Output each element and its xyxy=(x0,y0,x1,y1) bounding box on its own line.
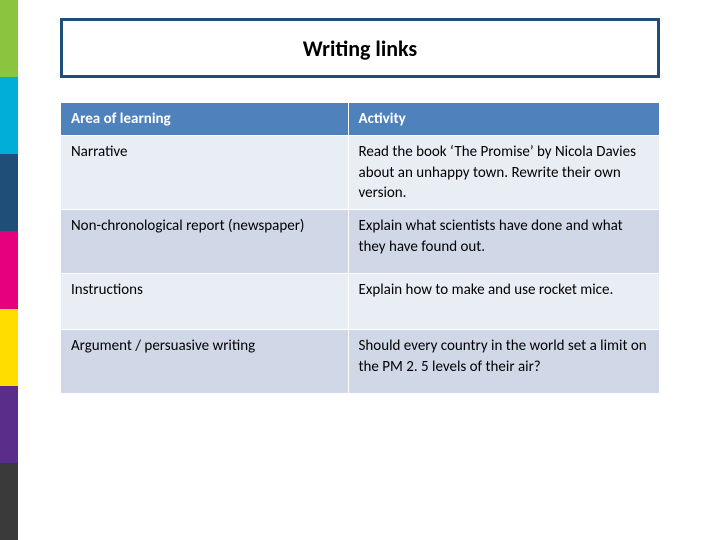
sidebar-block xyxy=(0,386,18,463)
sidebar-block xyxy=(0,77,18,154)
table-row: Instructions Explain how to make and use… xyxy=(61,274,660,330)
writing-links-table: Area of learning Activity Narrative Read… xyxy=(60,102,660,394)
table-header-row: Area of learning Activity xyxy=(61,103,660,136)
page-title: Writing links xyxy=(303,35,417,62)
cell-area: Non-chronological report (newspaper) xyxy=(61,210,349,274)
sidebar-block xyxy=(0,463,18,540)
cell-activity: Should every country in the world set a … xyxy=(348,330,659,394)
col-header-area: Area of learning xyxy=(61,103,349,136)
sidebar-block xyxy=(0,309,18,386)
sidebar-block xyxy=(0,0,18,77)
sidebar-block xyxy=(0,231,18,308)
title-box: Writing links xyxy=(60,18,660,78)
sidebar-stripe xyxy=(0,0,18,540)
col-header-activity: Activity xyxy=(348,103,659,136)
table-row: Non-chronological report (newspaper) Exp… xyxy=(61,210,660,274)
cell-activity: Explain how to make and use rocket mice. xyxy=(348,274,659,330)
cell-activity: Explain what scientists have done and wh… xyxy=(348,210,659,274)
cell-area: Argument / persuasive writing xyxy=(61,330,349,394)
table-row: Argument / persuasive writing Should eve… xyxy=(61,330,660,394)
cell-area: Narrative xyxy=(61,136,349,210)
cell-area: Instructions xyxy=(61,274,349,330)
cell-activity: Read the book ‘The Promise’ by Nicola Da… xyxy=(348,136,659,210)
table-row: Narrative Read the book ‘The Promise’ by… xyxy=(61,136,660,210)
sidebar-block xyxy=(0,154,18,231)
